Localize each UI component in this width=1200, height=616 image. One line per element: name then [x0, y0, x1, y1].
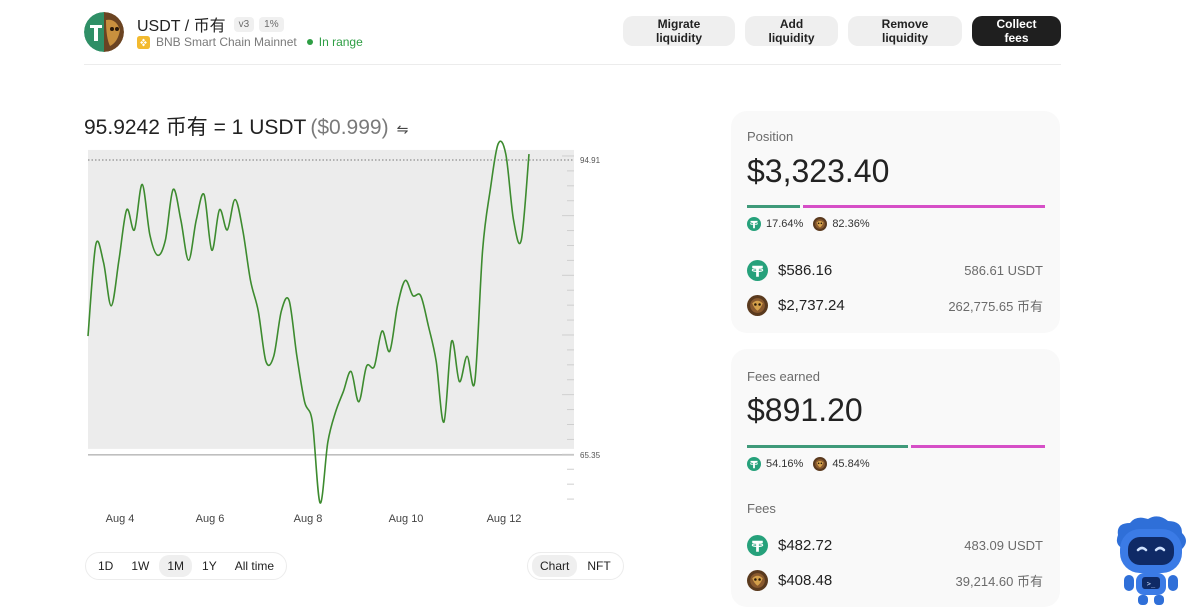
position-token-amount: 262,775.65 币有	[948, 298, 1043, 314]
upper-price-label: 94.91	[580, 156, 601, 165]
position-share-row: 17.64% 82.36%	[747, 217, 870, 231]
view-chart-button[interactable]: Chart	[532, 555, 578, 577]
view-nft-button[interactable]: NFT	[579, 555, 618, 577]
usdt-icon	[747, 457, 761, 471]
fees-token-usd: $408.48	[778, 571, 833, 589]
fees-card: Fees earned $891.20 54.16% 45.84% Fees $…	[731, 349, 1060, 607]
x-tick-label: Aug 6	[196, 513, 225, 525]
position-value: $3,323.40	[747, 153, 890, 189]
fees-earned-value: $891.20	[747, 392, 863, 428]
fee-tier-tag: 1%	[259, 16, 284, 32]
pair-name: USDT / 币有	[137, 18, 226, 35]
time-range-selector: 1D 1W 1M 1Y All time	[85, 552, 288, 580]
fees-usdt-usd: $482.72	[778, 536, 833, 554]
bnb-chain-icon	[137, 36, 150, 49]
fees-share-bar	[747, 445, 1045, 448]
position-usdt-row: $586.16 586.61 USDT	[747, 259, 1043, 281]
price-chart[interactable]: 94.91 65.35 Aug 4 Aug 6 Aug 8 Aug 10 Aug 12	[84, 140, 624, 532]
position-share-usdt	[747, 205, 800, 208]
position-usdt-usd: $586.16	[778, 261, 833, 279]
in-range-dot-icon	[306, 39, 313, 45]
assistant-mascot-icon[interactable]: >_	[1110, 515, 1192, 607]
fees-pct-token: 45.84%	[832, 458, 870, 470]
position-pct-token: 82.36%	[832, 218, 870, 230]
collect-fees-button[interactable]: Collect fees	[972, 16, 1061, 46]
range-1d-button[interactable]: 1D	[90, 555, 121, 577]
x-tick-label: Aug 12	[487, 513, 522, 525]
add-liquidity-button[interactable]: Add liquidity	[745, 16, 838, 46]
price-series-line	[87, 140, 530, 504]
usdt-icon	[747, 260, 768, 281]
fees-share-row: 54.16% 45.84%	[747, 457, 870, 471]
position-token-row: $2,737.24 262,775.65 币有	[747, 294, 1043, 316]
fees-share-usdt	[747, 445, 909, 448]
range-status: In range	[318, 35, 363, 49]
price-rate: 95.9242 币有 = 1 USDT	[84, 116, 307, 139]
x-tick-label: Aug 4	[106, 513, 135, 525]
usdt-icon	[747, 217, 761, 231]
swap-direction-icon[interactable]: ⇋	[396, 121, 409, 137]
fees-usdt-amount: 483.09 USDT	[964, 537, 1043, 553]
fees-usdt-row: $482.72 483.09 USDT	[747, 534, 1043, 556]
svg-text:>_: >_	[1147, 580, 1156, 588]
lower-price-label: 65.35	[580, 451, 601, 460]
price-usd: ($0.999)	[310, 116, 389, 139]
token-icon	[813, 217, 827, 231]
pair-logo-icon	[84, 12, 124, 52]
position-card: Position $3,323.40 17.64% 82.36% $586.16…	[731, 111, 1060, 333]
range-1w-button[interactable]: 1W	[123, 555, 157, 577]
fees-section-label: Fees	[747, 501, 776, 516]
x-tick-label: Aug 10	[389, 513, 424, 525]
fees-token-row: $408.48 39,214.60 币有	[747, 569, 1043, 591]
fees-pct-usdt: 54.16%	[766, 458, 804, 470]
position-share-token	[802, 205, 1045, 208]
price-range-band	[88, 149, 574, 449]
position-share-bar	[747, 205, 1045, 208]
x-tick-label: Aug 8	[294, 513, 323, 525]
position-usdt-amount: 586.61 USDT	[964, 262, 1043, 278]
pair-title: USDT / 币有 v3 1%	[137, 12, 284, 36]
position-label: Position	[747, 129, 794, 144]
x-axis-labels: Aug 4 Aug 6 Aug 8 Aug 10 Aug 12	[106, 513, 522, 525]
fees-token-amount: 39,214.60 币有	[955, 573, 1043, 589]
price-display: 95.9242 币有 = 1 USDT ($0.999) ⇋	[84, 111, 408, 141]
position-pct-usdt: 17.64%	[766, 218, 804, 230]
fees-share-token	[911, 445, 1045, 448]
view-toggle: Chart NFT	[527, 552, 624, 580]
position-token-usd: $2,737.24	[778, 296, 845, 314]
fees-earned-label: Fees earned	[747, 369, 820, 384]
chain-status-row: BNB Smart Chain Mainnet In range	[137, 35, 363, 49]
version-tag: v3	[233, 16, 255, 32]
range-1m-button[interactable]: 1M	[159, 555, 193, 577]
token-icon	[813, 457, 827, 471]
range-all-time-button[interactable]: All time	[227, 555, 282, 577]
migrate-liquidity-button[interactable]: Migrate liquidity	[623, 16, 735, 46]
header-divider	[84, 64, 1061, 65]
position-header: USDT / 币有 v3 1% BNB Smart Chain Mainnet …	[0, 0, 1200, 66]
token-icon	[747, 295, 768, 316]
y-axis-ticks	[562, 155, 574, 500]
token-icon	[747, 570, 768, 591]
usdt-icon	[747, 535, 768, 556]
range-1y-button[interactable]: 1Y	[194, 555, 225, 577]
remove-liquidity-button[interactable]: Remove liquidity	[848, 16, 962, 46]
chain-name: BNB Smart Chain Mainnet	[156, 35, 297, 49]
